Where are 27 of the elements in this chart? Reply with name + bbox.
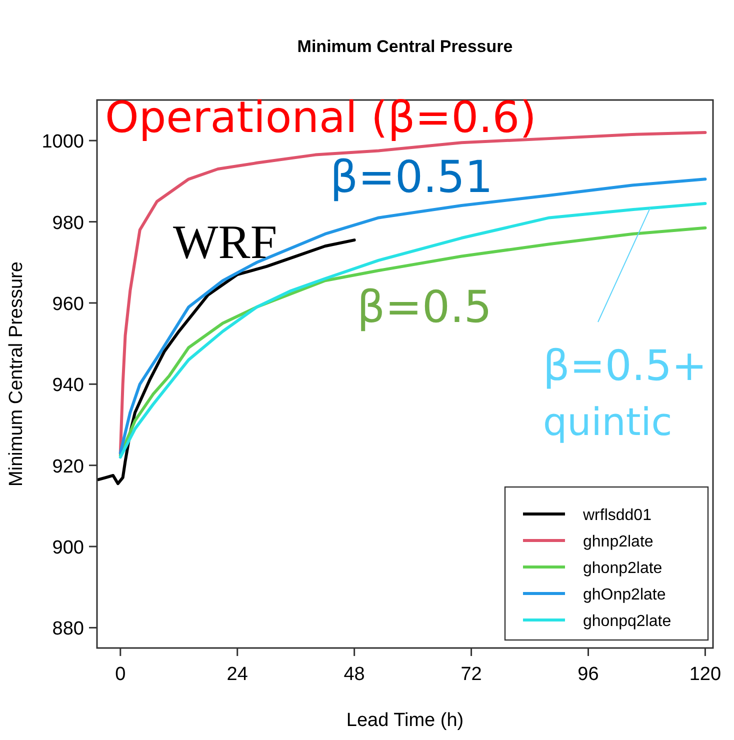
annotation: quintic	[543, 400, 672, 444]
legend-label: ghnp2late	[583, 534, 654, 550]
x-tick-label: 48	[344, 664, 365, 685]
annotation: β=0.51	[330, 152, 493, 203]
annotation: β=0.5+	[543, 341, 707, 390]
y-tick-label: 880	[52, 618, 84, 640]
annotation: WRF	[173, 216, 278, 269]
legend-label: wrflsdd01	[582, 507, 652, 524]
x-tick-label: 72	[460, 664, 482, 685]
x-tick-label: 0	[115, 664, 126, 685]
x-tick-label: 120	[689, 664, 722, 685]
y-tick-label: 940	[52, 375, 84, 396]
x-axis-title: Lead Time (h)	[346, 710, 464, 731]
y-tick-label: 920	[52, 456, 84, 478]
chart-title: Minimum Central Pressure	[297, 37, 513, 56]
annotation: β=0.5	[357, 282, 492, 333]
y-tick-label: 900	[52, 538, 84, 559]
x-tick-label: 96	[578, 664, 599, 685]
y-axis-title: Minimum Central Pressure	[6, 262, 27, 486]
y-tick-label: 980	[52, 212, 84, 234]
annotation: Operational (β=0.6)	[105, 93, 536, 143]
legend-label: ghonpq2late	[583, 613, 672, 630]
y-tick-label: 1000	[42, 132, 84, 153]
x-tick-label: 24	[226, 664, 248, 685]
legend-label: ghOnp2late	[583, 586, 666, 604]
y-tick-label: 960	[52, 294, 84, 315]
legend-label: ghonp2late	[583, 560, 662, 577]
